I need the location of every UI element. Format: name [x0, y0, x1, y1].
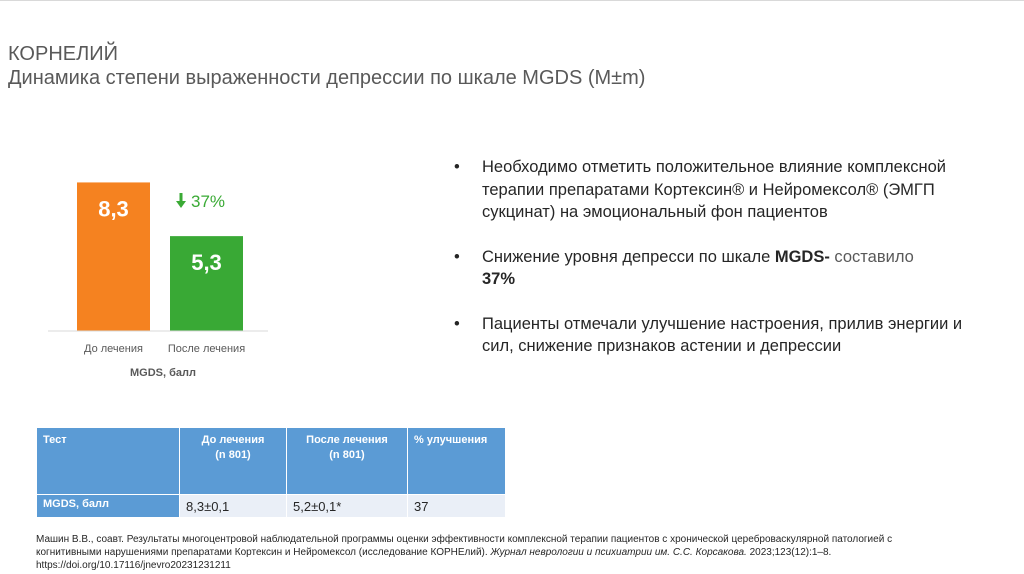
table-header-row: Тест До лечения (n 801) После лечения (n 8…: [36, 427, 506, 495]
results-table: Тест До лечения (n 801) После лечения (n 8…: [36, 427, 506, 518]
bullet-text-2-bold: MGDS-: [774, 247, 830, 266]
slide-title: КОРНЕЛИЙ Динамика степени выраженности д…: [8, 42, 645, 90]
header-cell-improvement: % улучшения: [407, 427, 506, 495]
bar-after: [170, 236, 243, 331]
bullet-list: • Необходимо отметить положительное влия…: [452, 156, 972, 380]
bullet-text-2-percent: 37%: [482, 270, 516, 288]
x-axis-label: MGDS, балл: [130, 367, 196, 379]
bullet-text-3: Пациенты отмечали улучшение настроения, …: [482, 314, 963, 356]
bullet-item-1: • Необходимо отметить положительное влия…: [452, 156, 972, 224]
bullet-dot: •: [454, 247, 460, 266]
reduction-annotation: 37%: [176, 192, 225, 211]
title-line-1: КОРНЕЛИЙ: [8, 43, 118, 65]
bar-before: [77, 182, 150, 331]
table-row: MGDS, балл 8,3±0,1 5,2±0,1* 37: [36, 494, 506, 518]
bullet-dot: •: [454, 158, 460, 176]
bar-value-label: 8,3: [98, 196, 129, 221]
header-cell-before: До лечения (n 801): [179, 427, 287, 495]
table-cell-before: 8,3±0,1: [179, 494, 287, 518]
table-cell-improvement: 37: [407, 494, 506, 518]
category-label: После лечения: [168, 343, 245, 355]
bullet-text-1: Необходимо отметить положительное влияни…: [482, 158, 947, 221]
bullet-text-2: Снижение уровня депресси по шкале: [482, 247, 775, 266]
citation: Машин В.В., соавт. Результаты многоцентр…: [36, 534, 893, 571]
bullet-item-2: • Снижение уровня депресси по шкале MGDS…: [452, 246, 972, 291]
header-cell-after: После лечения (n 801): [286, 427, 408, 495]
bullet-dot: •: [454, 314, 460, 333]
table-cell-after: 5,2±0,1*: [286, 494, 408, 518]
reduction-percent: 37%: [191, 192, 225, 211]
title-line-2: Динамика степени выраженности депрессии …: [8, 67, 646, 89]
category-label: До лечения: [84, 343, 143, 355]
down-arrow-icon: [176, 193, 186, 208]
bar-value-label: 5,3: [191, 250, 222, 275]
bullet-text-2-tail: составило: [829, 247, 914, 266]
citation-journal: Журнал неврологии и психиатрии им. С.С. …: [490, 547, 747, 558]
table-cell-test: MGDS, балл: [36, 494, 180, 518]
top-divider: [0, 0, 1024, 1]
header-cell-test: Тест: [36, 427, 180, 495]
bar-chart: 8,3 5,3 До лечения После лечения MGDS, бал…: [48, 182, 268, 379]
bullet-item-3: • Пациенты отмечали улучшение настроения…: [452, 313, 972, 358]
